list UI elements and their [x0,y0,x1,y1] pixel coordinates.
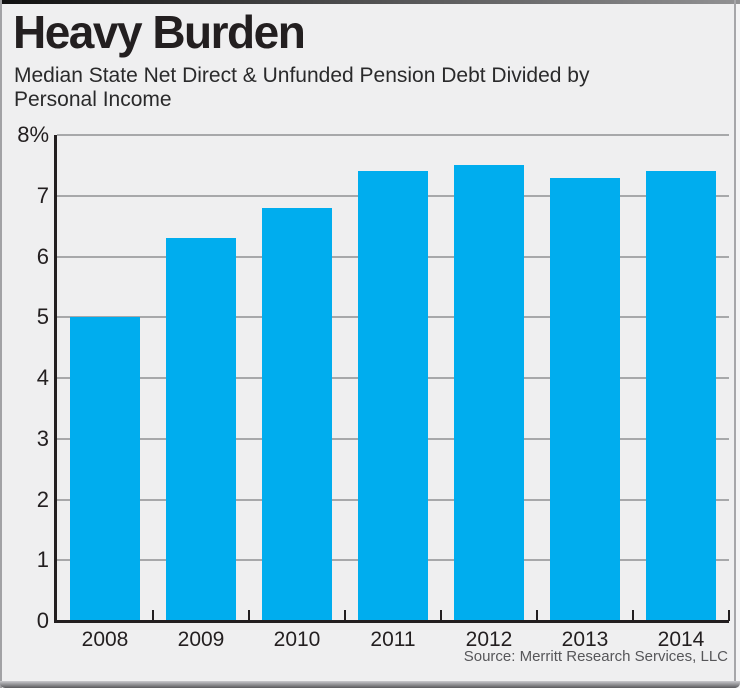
bar-2013 [550,177,620,620]
x-axis-tick-7 [727,610,730,621]
x-axis-tick-1 [151,610,154,621]
x-axis-label-2008: 2008 [81,628,129,651]
y-axis-label-4: 4 [36,365,49,390]
bar-2012 [454,165,524,620]
x-axis-label-2013: 2013 [561,628,609,651]
x-axis-label-2010: 2010 [273,628,321,651]
gridline-8 [57,134,729,136]
right-margin [736,0,740,688]
bottom-border [0,681,740,688]
source-credit: Source: Merritt Research Services, LLC [463,648,728,665]
y-axis-line [54,135,57,623]
x-axis-line [54,620,729,623]
y-axis-label-0: 0 [36,608,49,633]
bar-2011 [358,171,428,620]
x-axis-label-2012: 2012 [465,628,513,651]
x-axis-tick-4 [439,610,442,621]
x-axis-tick-3 [343,610,346,621]
chart-subtitle-line1: Median State Net Direct & Unfunded Pensi… [14,64,590,87]
x-axis-tick-6 [631,610,634,621]
bar-2010 [262,207,332,620]
y-axis-label-6: 6 [36,243,49,269]
chart-subtitle-line2: Personal Income [14,87,172,111]
y-axis-label-2: 2 [36,486,49,512]
x-axis-tick-2 [247,610,250,621]
x-axis-label-2011: 2011 [370,628,416,651]
left-border [0,0,2,688]
y-axis-label-3: 3 [36,425,49,451]
bar-2008 [70,317,140,620]
chart-title: Heavy Burden [13,6,306,58]
chart-subtitle: Median State Net Direct & Unfunded Pensi… [14,64,589,111]
bar-2009 [166,238,236,620]
x-axis-label-2009: 2009 [177,628,225,651]
y-axis-label-7: 7 [36,182,49,208]
right-border [734,0,736,688]
y-axis-label-5: 5 [36,304,49,330]
y-axis-label-1: 1 [36,547,49,573]
bar-2014 [646,171,716,620]
y-axis-label-8: 8% [17,122,49,147]
top-border [0,0,740,4]
x-axis-label-2014: 2014 [657,628,705,651]
x-axis-tick-5 [535,610,538,621]
